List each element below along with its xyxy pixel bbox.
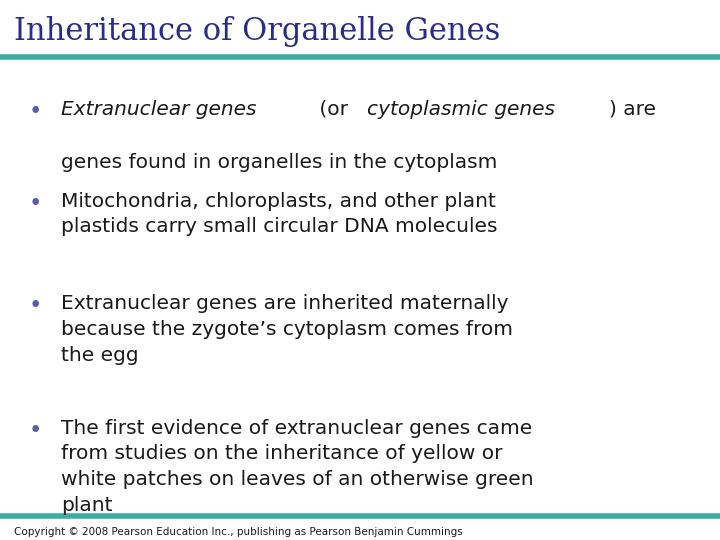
Text: •: • — [29, 192, 42, 215]
Text: Copyright © 2008 Pearson Education Inc., publishing as Pearson Benjamin Cummings: Copyright © 2008 Pearson Education Inc.,… — [14, 527, 463, 537]
Text: •: • — [29, 294, 42, 318]
Text: •: • — [29, 418, 42, 442]
Text: (or: (or — [313, 100, 355, 119]
Text: Extranuclear genes: Extranuclear genes — [61, 100, 257, 119]
Text: Inheritance of Organelle Genes: Inheritance of Organelle Genes — [14, 16, 501, 47]
Text: Extranuclear genes are inherited maternally
because the zygote’s cytoplasm comes: Extranuclear genes are inherited materna… — [61, 294, 513, 365]
Text: cytoplasmic genes: cytoplasmic genes — [367, 100, 555, 119]
Text: Mitochondria, chloroplasts, and other plant
plastids carry small circular DNA mo: Mitochondria, chloroplasts, and other pl… — [61, 192, 498, 237]
Text: •: • — [29, 100, 42, 123]
Text: The first evidence of extranuclear genes came
from studies on the inheritance of: The first evidence of extranuclear genes… — [61, 418, 534, 515]
Text: genes found in organelles in the cytoplasm: genes found in organelles in the cytopla… — [61, 153, 498, 172]
Text: ) are: ) are — [609, 100, 657, 119]
